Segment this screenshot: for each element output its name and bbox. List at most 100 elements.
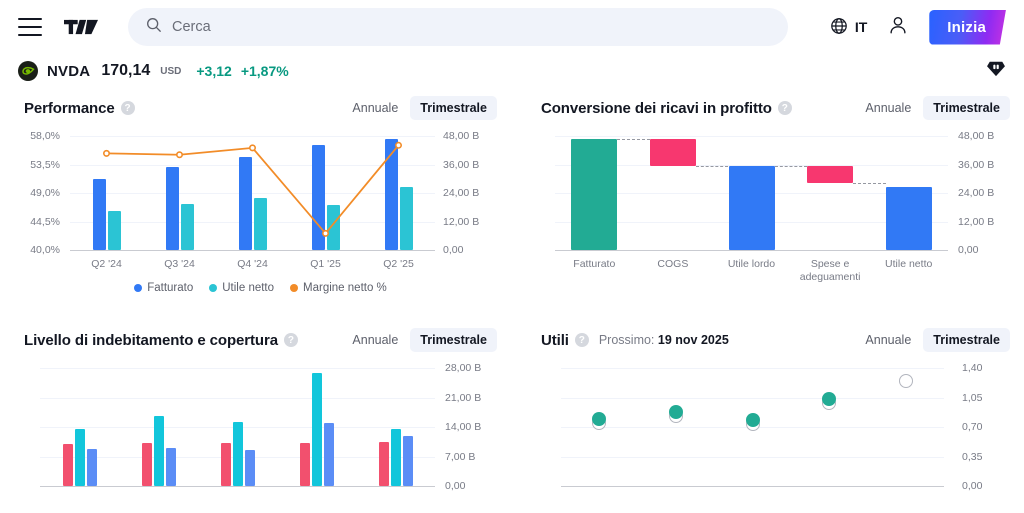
connector-line (853, 183, 886, 185)
search-icon (146, 17, 162, 38)
gridline (561, 368, 944, 369)
reported-marker (822, 392, 837, 407)
legend-color-dot (290, 284, 299, 292)
connector-line (617, 138, 650, 140)
toggle-annual[interactable]: Annuale (352, 101, 399, 115)
reported-marker (745, 413, 760, 428)
right-axis-tick: 28,00 B (445, 362, 482, 374)
bar-series-2 (74, 428, 85, 486)
legend-color-dot (209, 284, 218, 292)
toggle-quarterly[interactable]: Trimestrale (410, 328, 497, 352)
baseline (70, 250, 435, 251)
right-axis-tick: 0,00 (958, 244, 979, 256)
x-axis-label: Q1 '25 (310, 258, 341, 270)
earnings-title: Utili (541, 331, 569, 349)
bar-utile-netto (180, 204, 194, 250)
toggle-annual[interactable]: Annuale (865, 333, 912, 347)
toggle-annual[interactable]: Annuale (865, 101, 912, 115)
baseline (561, 486, 944, 487)
toggle-quarterly[interactable]: Trimestrale (923, 328, 1010, 352)
gridline (70, 164, 435, 166)
widget-conversion: Conversione dei ricavi in profitto ? Ann… (515, 86, 1024, 318)
x-axis-label: Q4 '24 (237, 258, 268, 270)
legend-label: Utile netto (222, 282, 275, 294)
baseline (555, 250, 948, 251)
right-axis-tick: 1,05 (962, 391, 983, 404)
debt-chart: 28,00 B 21,00 B 14,00 B 7,00 B 0,00 (24, 360, 497, 492)
reported-marker (592, 411, 607, 426)
right-axis-tick: 12,00 B (958, 215, 995, 228)
performance-header: Performance ? Annuale Trimestrale (24, 94, 497, 122)
estimate-marker (898, 374, 913, 389)
language-label: IT (854, 19, 868, 35)
widget-earnings: Utili ? Prossimo: 19 nov 2025 Annuale Tr… (515, 318, 1024, 492)
help-icon[interactable]: ? (120, 101, 135, 115)
right-axis-tick: 24,00 B (443, 187, 480, 199)
toggle-quarterly[interactable]: Trimestrale (923, 96, 1010, 120)
ticker-change: +3,12 (196, 63, 232, 79)
legend-item[interactable]: Utile netto (209, 282, 274, 294)
language-selector[interactable]: IT (830, 17, 867, 38)
earnings-next-date: 19 nov 2025 (657, 333, 729, 347)
toggle-quarterly[interactable]: Trimestrale (410, 96, 497, 120)
gridline (40, 397, 435, 399)
toggle-annual[interactable]: Annuale (352, 333, 399, 347)
top-navigation-bar: Cerca IT Inizia (0, 0, 1024, 54)
diamond-icon[interactable] (986, 60, 1006, 82)
ticker-symbol[interactable]: NVDA (47, 62, 91, 80)
gridline (561, 456, 944, 458)
user-account-icon[interactable] (887, 14, 909, 41)
help-icon[interactable]: ? (283, 333, 298, 347)
widget-performance: Performance ? Annuale Trimestrale 48,00 … (0, 86, 515, 318)
nav-right-controls: IT Inizia (830, 9, 1006, 45)
x-axis-label: Utile lordo (727, 258, 776, 270)
globe-icon (830, 17, 848, 38)
search-placeholder: Cerca (172, 19, 211, 35)
earnings-header: Utili ? Prossimo: 19 nov 2025 Annuale Tr… (541, 326, 1010, 354)
help-icon[interactable]: ? (574, 333, 589, 347)
bar-utile-netto (253, 197, 267, 250)
legend-item[interactable]: Margine netto % (290, 282, 387, 294)
search-input[interactable]: Cerca (128, 8, 788, 46)
right-axis-tick: 36,00 B (958, 158, 995, 171)
connector-line (774, 165, 808, 167)
x-axis-label: Utile netto (885, 258, 933, 270)
right-axis-tick: 48,00 B (958, 130, 995, 142)
right-axis-tick: 0,00 (962, 480, 983, 492)
conversion-period-toggle: Annuale Trimestrale (855, 96, 1010, 120)
bar-series-2 (232, 421, 243, 486)
legend-item[interactable]: Fatturato (134, 282, 193, 294)
reported-marker (668, 404, 683, 419)
bar-series-1 (62, 443, 73, 486)
bar-series-2 (311, 372, 322, 486)
widget-debt: Livello di indebitamento e copertura ? A… (0, 318, 515, 492)
right-axis-tick: 0,00 (445, 480, 466, 492)
bar-fatturato (238, 156, 252, 250)
tradingview-logo[interactable] (64, 16, 98, 38)
x-axis-label: Q3 '24 (164, 258, 195, 270)
right-axis-tick: 0,70 (962, 421, 983, 433)
help-icon[interactable]: ? (777, 101, 792, 115)
bar-series-1 (141, 443, 152, 486)
ticker-price: 170,14 (101, 62, 151, 79)
widgets-grid: Performance ? Annuale Trimestrale 48,00 … (0, 86, 1024, 492)
debt-header: Livello di indebitamento e copertura ? A… (24, 326, 497, 354)
performance-period-toggle: Annuale Trimestrale (342, 96, 497, 120)
start-button[interactable]: Inizia (929, 9, 1006, 45)
right-axis-tick: 36,00 B (443, 158, 480, 171)
bar-series-2 (153, 416, 164, 486)
bar-fatturato (384, 138, 398, 250)
right-axis-tick: 1,40 (962, 362, 983, 374)
debt-title: Livello di indebitamento e copertura (24, 331, 278, 349)
gridline (70, 136, 435, 137)
right-axis-tick: 0,35 (962, 450, 983, 463)
bar-series-1 (299, 443, 310, 486)
hamburger-menu-icon[interactable] (18, 18, 42, 36)
conversion-chart: 48,00 B 36,00 B 24,00 B 12,00 B 0,00 Fatturat… (541, 128, 1010, 283)
left-axis-tick: 58,0% (30, 130, 60, 142)
earnings-next-label: Prossimo: (598, 333, 655, 347)
bar-series-3 (323, 423, 334, 486)
bar-series-2 (390, 429, 401, 486)
earnings-chart: 1,40 1,05 0,70 0,35 0,00 (541, 360, 1010, 492)
performance-legend: Fatturato Utile netto Margine netto % (24, 282, 497, 294)
